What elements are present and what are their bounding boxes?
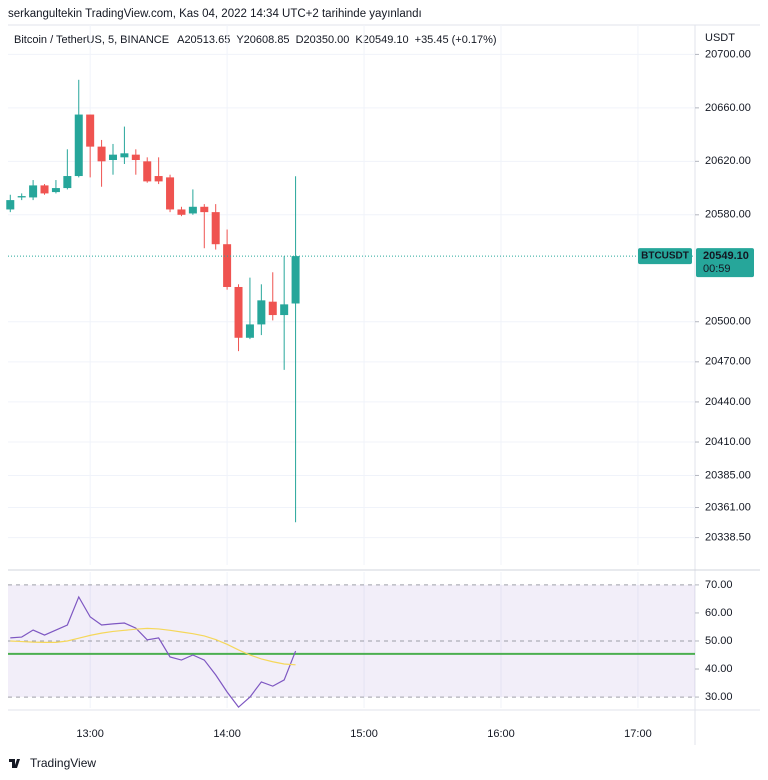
legend-text: Y: [236, 34, 244, 46]
legend-text: 20350.00: [304, 34, 350, 46]
y-tick-label: 20440.00: [705, 396, 751, 408]
x-tick-label: 17:00: [624, 728, 652, 740]
last-price-label: 20549.10: [703, 250, 749, 262]
y-tick-label: 20338.50: [705, 532, 751, 544]
candle-body: [268, 301, 277, 316]
y-tick-label: 30.00: [705, 691, 733, 703]
candle-body: [188, 206, 197, 214]
y-tick-label: 60.00: [705, 607, 733, 619]
candle-body: [211, 212, 220, 245]
candle-body: [131, 154, 140, 160]
symbol-badge: [638, 248, 692, 265]
publisher: serkangultekin TradingView.com, Kas 04, …: [8, 8, 422, 20]
candle-body: [6, 200, 15, 210]
y-tick-label: 20620.00: [705, 155, 751, 167]
legend-text: D: [296, 34, 304, 46]
y-tick-label: 70.00: [705, 579, 733, 591]
footer-text: TradingView: [30, 756, 96, 770]
candle-body: [51, 188, 60, 193]
candle-body: [17, 196, 26, 198]
legend-text: K: [355, 34, 363, 46]
rsi-line: [10, 627, 296, 666]
axis-unit: USDT: [705, 32, 735, 44]
candle-body: [200, 206, 209, 213]
x-tick-label: 15:00: [350, 728, 378, 740]
candle-body: [280, 304, 289, 316]
footer-logo: TradingView: [9, 756, 96, 770]
legend-text: Bitcoin / TetherUS, 5, BINANCE: [14, 34, 169, 46]
candle-body: [29, 185, 38, 198]
candle-body: [86, 114, 95, 147]
legend-text: A: [177, 34, 185, 46]
candle-body: [63, 176, 72, 189]
x-tick-label: 16:00: [487, 728, 515, 740]
countdown-label: 00:59: [703, 263, 731, 275]
y-tick-label: 20470.00: [705, 356, 751, 368]
rsi-band: [8, 584, 695, 698]
candle-body: [257, 300, 266, 325]
candle-body: [291, 256, 300, 304]
candle-body: [120, 153, 129, 158]
legend-text: 20513.65: [184, 34, 230, 46]
logo-icon: [9, 759, 20, 768]
candle-body: [245, 324, 254, 338]
legend-text: 20608.85: [244, 34, 290, 46]
y-tick-label: 20660.00: [705, 102, 751, 114]
y-tick-label: 20410.00: [705, 436, 751, 448]
grid: [8, 25, 695, 708]
candle-body: [143, 161, 152, 182]
candle-body: [223, 244, 232, 287]
y-tick-label: 20361.00: [705, 501, 751, 513]
candle-body: [166, 177, 175, 210]
marks: [6, 79, 695, 709]
x-tick-label: 14:00: [213, 728, 241, 740]
axes: 13:00 14:00 15:00 16:00 17:00 20700.00 20660.0…: [76, 48, 754, 740]
candle-body: [234, 286, 243, 338]
y-tick-label: 50.00: [705, 635, 733, 647]
y-tick-label: 20500.00: [705, 316, 751, 328]
y-tick-label: 20385.00: [705, 469, 751, 481]
legend: Bitcoin / TetherUS, 5, BINANCE A 20513.65 Y…: [14, 34, 497, 46]
rsi-line: [10, 595, 297, 709]
y-tick-label: 40.00: [705, 663, 733, 675]
candle-body: [74, 114, 83, 177]
legend-text: 20549.10: [363, 34, 409, 46]
candle-body: [108, 154, 117, 160]
candle-body: [177, 209, 186, 215]
symbol-label: BTCUSDT: [641, 251, 689, 262]
y-tick-label: 20700.00: [705, 48, 751, 60]
y-tick-label: 20580.00: [705, 209, 751, 221]
candle-body: [97, 146, 106, 162]
candle-body: [154, 176, 163, 182]
x-tick-label: 13:00: [76, 728, 104, 740]
price-badge: [696, 248, 754, 278]
legend-text: +35.45 (+0.17%): [415, 34, 497, 46]
candle-body: [40, 185, 49, 194]
